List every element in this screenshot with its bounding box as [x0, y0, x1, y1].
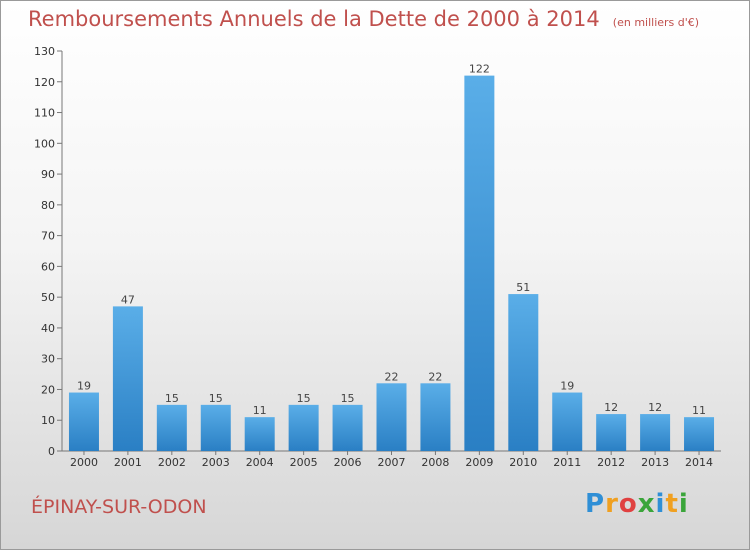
y-tick-label: 30: [41, 353, 55, 366]
x-tick-label: 2003: [202, 456, 230, 469]
x-tick-label: 2010: [509, 456, 537, 469]
y-tick-label: 70: [41, 230, 55, 243]
logo-letter: r: [605, 489, 619, 519]
x-tick-label: 2014: [685, 456, 713, 469]
bar-value-label: 122: [469, 63, 490, 76]
bar-2008: [420, 383, 451, 451]
y-tick-label: 50: [41, 291, 55, 304]
bar-2000: [68, 392, 99, 451]
y-tick-label: 60: [41, 260, 55, 273]
bar-2004: [244, 417, 275, 451]
x-tick-label: 2011: [553, 456, 581, 469]
bar-value-label: 11: [253, 404, 267, 417]
logo-letter: o: [618, 489, 638, 519]
commune-name: ÉPINAY-SUR-ODON: [31, 496, 207, 518]
y-tick-label: 100: [34, 137, 55, 150]
x-tick-label: 2001: [114, 456, 142, 469]
logo-letter: t: [665, 489, 679, 519]
bar-value-label: 12: [604, 401, 618, 414]
chart-title-block: Remboursements Annuels de la Dette de 20…: [28, 7, 699, 31]
bar-2009: [464, 75, 495, 451]
bar-2011: [552, 392, 583, 451]
logo-letter: x: [637, 489, 656, 519]
chart-title: Remboursements Annuels de la Dette de 20…: [28, 7, 600, 31]
proxiti-logo: Proxiti: [585, 489, 689, 519]
bar-value-label: 15: [165, 392, 179, 405]
y-tick-label: 40: [41, 322, 55, 335]
bar-value-label: 15: [209, 392, 223, 405]
y-tick-label: 120: [34, 76, 55, 89]
y-tick-label: 90: [41, 168, 55, 181]
bar-2007: [376, 383, 407, 451]
y-tick-label: 130: [34, 45, 55, 58]
bar-value-label: 12: [648, 401, 662, 414]
x-tick-label: 2013: [641, 456, 669, 469]
y-tick-label: 20: [41, 383, 55, 396]
bar-2014: [684, 417, 715, 451]
x-tick-label: 2008: [421, 456, 449, 469]
bar-2010: [508, 294, 539, 451]
bar-2002: [156, 404, 187, 451]
bar-value-label: 19: [77, 380, 91, 393]
y-tick-label: 10: [41, 414, 55, 427]
bar-value-label: 15: [297, 392, 311, 405]
bar-2006: [332, 404, 363, 451]
x-tick-label: 2004: [246, 456, 274, 469]
bar-2005: [288, 404, 319, 451]
x-tick-label: 2012: [597, 456, 625, 469]
x-tick-label: 2005: [290, 456, 318, 469]
bar-2012: [596, 414, 627, 451]
x-tick-label: 2006: [334, 456, 362, 469]
bar-value-label: 51: [516, 281, 530, 294]
bar-value-label: 15: [341, 392, 355, 405]
bar-value-label: 19: [560, 380, 574, 393]
bar-value-label: 22: [428, 370, 442, 383]
bar-value-label: 22: [385, 370, 399, 383]
bar-2003: [200, 404, 231, 451]
x-tick-label: 2007: [378, 456, 406, 469]
bar-value-label: 11: [692, 404, 706, 417]
x-tick-label: 2009: [465, 456, 493, 469]
logo-letter: i: [678, 489, 689, 519]
bar-2013: [640, 414, 671, 451]
chart-subtitle: (en milliers d'€): [612, 16, 700, 29]
x-tick-label: 2002: [158, 456, 186, 469]
y-tick-label: 110: [34, 107, 55, 120]
x-tick-label: 2000: [70, 456, 98, 469]
logo-letter: i: [655, 489, 666, 519]
y-tick-label: 80: [41, 199, 55, 212]
y-tick-label: 0: [48, 445, 55, 458]
bar-value-label: 47: [121, 293, 135, 306]
bar-2001: [112, 306, 143, 451]
logo-letter: P: [585, 489, 606, 519]
